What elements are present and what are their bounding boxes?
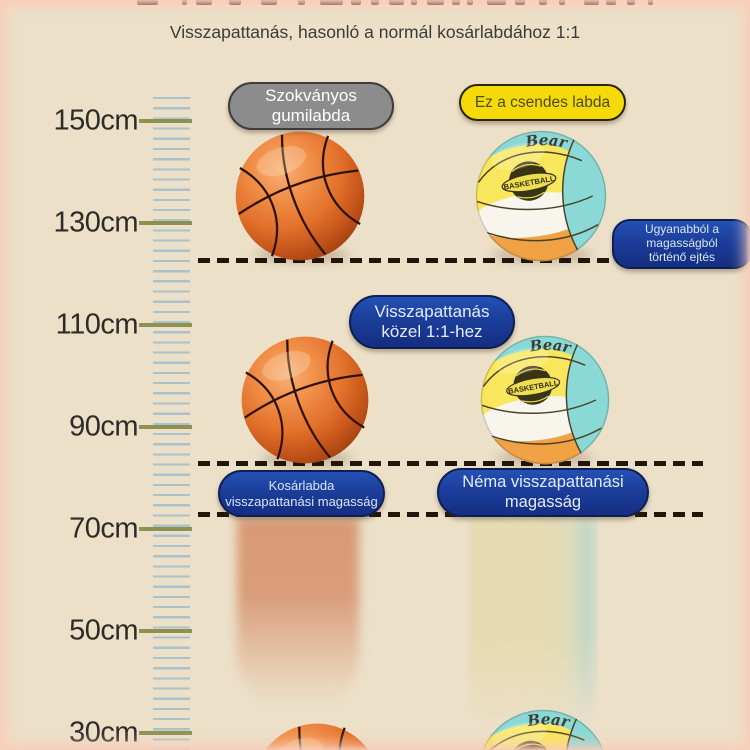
ruler-major-tick xyxy=(139,221,192,225)
silent-bounce-height-badge: Néma visszapattanási magasság xyxy=(437,468,649,517)
ruler-label: 90cm xyxy=(69,410,138,443)
quiet-ball-badge: Ez a csendes labda xyxy=(459,84,626,121)
cropped-glyph-mark xyxy=(539,0,547,5)
ruler-major-tick xyxy=(139,731,192,735)
ruler-major-tick xyxy=(139,527,192,531)
ruler-minor-ticks xyxy=(153,97,190,750)
svg-text:Bear: Bear xyxy=(528,337,574,357)
same-height-drop-badge: Ugyanabból a magasságból történő ejtés xyxy=(612,219,750,269)
cropped-glyph-mark xyxy=(182,0,187,5)
bounce-height-dashed-line xyxy=(198,461,703,466)
quiet-ball-motion-trail xyxy=(468,518,598,736)
ruler-major-tick xyxy=(139,323,192,327)
svg-text:Bear: Bear xyxy=(523,131,570,152)
cropped-glyph-mark xyxy=(411,0,417,5)
standard-ball-badge: Szokványos gumilabda xyxy=(228,82,394,130)
ruler-label: 50cm xyxy=(69,614,138,647)
cropped-glyph-mark xyxy=(137,0,158,5)
bounce-ratio-badge: Visszapattanás közel 1:1-hez xyxy=(349,295,515,349)
ruler-major-tick xyxy=(139,119,192,123)
basketball-bounce-height-badge: Kosárlabda visszapattanási magasság xyxy=(218,470,385,517)
page-title: Visszapattanás, hasonló a normál kosárla… xyxy=(169,22,581,42)
standard-basketball xyxy=(239,334,371,466)
cropped-glyph-mark xyxy=(196,0,212,5)
ruler-major-tick xyxy=(139,629,192,633)
cropped-glyph-mark xyxy=(427,0,444,5)
ruler-major-tick xyxy=(139,425,192,429)
cropped-glyph-mark xyxy=(648,0,653,5)
cropped-glyph-mark xyxy=(298,0,305,5)
cropped-glyph-mark xyxy=(606,0,616,5)
ruler-label: 130cm xyxy=(53,206,138,239)
cropped-glyph-mark xyxy=(467,0,473,5)
cropped-glyph-mark xyxy=(389,0,404,5)
cropped-glyph-mark xyxy=(371,0,379,5)
cropped-glyph-mark xyxy=(452,0,460,5)
standard-basketball xyxy=(251,721,383,750)
ruler-label: 30cm xyxy=(69,716,138,749)
drop-height-dashed-line xyxy=(198,258,747,263)
cropped-glyph-mark xyxy=(320,0,343,5)
cropped-glyph-mark xyxy=(559,0,565,5)
cropped-glyph-mark xyxy=(627,0,635,5)
cropped-glyph-mark xyxy=(351,0,361,5)
svg-text:Bear: Bear xyxy=(525,710,572,731)
cropped-text-remnant-band xyxy=(0,0,750,8)
quiet-basketball: Bear BASKETBALL xyxy=(473,128,609,264)
cropped-glyph-mark xyxy=(487,0,506,5)
ruler-label: 150cm xyxy=(53,104,138,137)
cropped-glyph-mark xyxy=(584,0,599,5)
standard-basketball xyxy=(233,129,367,263)
ruler-label: 70cm xyxy=(69,512,138,545)
cropped-glyph-mark xyxy=(229,0,241,5)
quiet-basketball: Bear BASKETBALL xyxy=(474,707,612,750)
standard-ball-motion-trail xyxy=(237,518,359,714)
ruler-label: 110cm xyxy=(55,308,139,341)
quiet-basketball: Bear BASKETBALL xyxy=(478,333,612,467)
cropped-glyph-mark xyxy=(515,0,525,5)
cropped-glyph-mark xyxy=(261,0,277,5)
